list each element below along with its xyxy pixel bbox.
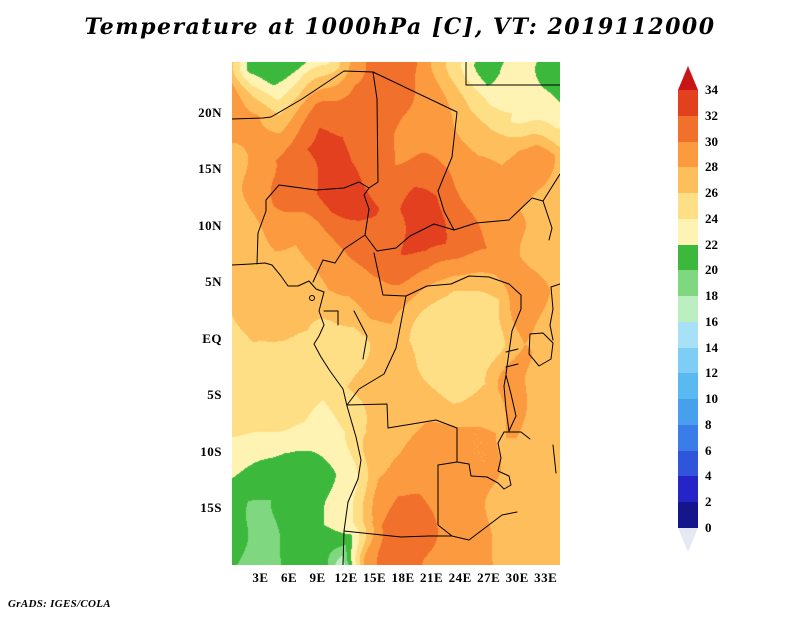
colorbar-segment xyxy=(678,296,698,323)
colorbar-label: 24 xyxy=(705,210,718,226)
y-tick-label: 5N xyxy=(205,274,222,290)
lake-malawi xyxy=(552,444,557,474)
x-tick-label: 18E xyxy=(391,570,415,585)
colorbar-segment xyxy=(678,373,698,400)
x-tick-label: 6E xyxy=(280,570,298,585)
colorbar-segment xyxy=(678,347,698,374)
x-tick-label: 30E xyxy=(505,570,529,585)
colorbar-label: 14 xyxy=(705,339,718,355)
map-plot xyxy=(232,62,560,565)
colorbar-label: 16 xyxy=(705,313,718,329)
colorbar-segment xyxy=(678,244,698,271)
colorbar-arrow-over xyxy=(678,66,698,90)
colorbar-label: 22 xyxy=(705,236,718,252)
country-borders xyxy=(232,62,560,541)
colorbar-segment xyxy=(678,450,698,477)
colorbar-segment xyxy=(678,90,698,117)
x-tick-label: 24E xyxy=(448,570,472,585)
bioko-island xyxy=(309,295,315,301)
colorbar-segment xyxy=(678,167,698,194)
colorbar-segment xyxy=(678,424,698,452)
colorbar-segment xyxy=(678,270,698,297)
colorbar-label: 10 xyxy=(705,391,718,407)
colorbar-segment xyxy=(678,218,698,246)
colorbar-label: 4 xyxy=(705,468,712,484)
colorbar-segment xyxy=(678,141,698,168)
x-axis-labels: 3E 6E 9E 12E 15E 18E 21E 24E 27E 30E 33E xyxy=(232,570,560,590)
x-tick-label: 12E xyxy=(334,570,358,585)
y-axis-labels: 20N 15N 10N 5N EQ 5S 10S 15S xyxy=(150,62,226,565)
lake-tanganyika xyxy=(503,374,517,432)
colorbar-label: 8 xyxy=(705,416,712,432)
x-tick-label: 21E xyxy=(420,570,444,585)
y-tick-label: 15N xyxy=(198,161,222,177)
colorbar-label: 30 xyxy=(705,133,718,149)
x-tick-label: 3E xyxy=(252,570,269,585)
x-tick-label: 15E xyxy=(363,570,387,585)
colorbar-arrow-under xyxy=(678,528,698,552)
colorbar-label: 6 xyxy=(705,442,712,458)
colorbar-label: 2 xyxy=(705,494,712,510)
x-tick-label: 27E xyxy=(477,570,501,585)
attribution: GrADS: IGES/COLA xyxy=(8,598,111,610)
colorbar-label: 18 xyxy=(705,288,718,304)
colorbar-segment xyxy=(678,399,698,426)
colorbar-label: 0 xyxy=(705,520,712,535)
temperature-field-canvas xyxy=(232,62,560,565)
chart-title: Temperature at 1000hPa [C], VT: 20191120… xyxy=(84,14,716,40)
colorbar-segment xyxy=(678,502,698,529)
colorbar-label: 28 xyxy=(705,159,718,175)
y-tick-label: 20N xyxy=(198,104,222,120)
colorbar: 34 32 30 28 26 24 22 20 18 16 14 12 10 8 6 4 2 0 xyxy=(678,0,800,618)
y-tick-label: EQ xyxy=(202,330,222,346)
colorbar-segment xyxy=(678,321,698,349)
x-tick-label: 33E xyxy=(534,570,558,585)
colorbar-label: 20 xyxy=(705,262,718,278)
y-tick-label: 5S xyxy=(207,387,222,403)
colorbar-label: 26 xyxy=(705,185,718,201)
colorbar-label: 32 xyxy=(705,107,718,123)
colorbar-label: 34 xyxy=(705,82,718,97)
colorbar-segment xyxy=(678,476,698,503)
map-outlines xyxy=(232,62,560,565)
x-tick-label: 9E xyxy=(309,570,326,585)
colorbar-segment xyxy=(678,193,698,220)
lake-victoria xyxy=(528,332,554,367)
colorbar-segment xyxy=(678,115,698,142)
coastline xyxy=(232,262,362,565)
y-tick-label: 10S xyxy=(200,443,222,459)
colorbar-label: 12 xyxy=(705,365,718,381)
y-tick-label: 15S xyxy=(200,500,222,516)
y-tick-label: 10N xyxy=(198,217,222,233)
